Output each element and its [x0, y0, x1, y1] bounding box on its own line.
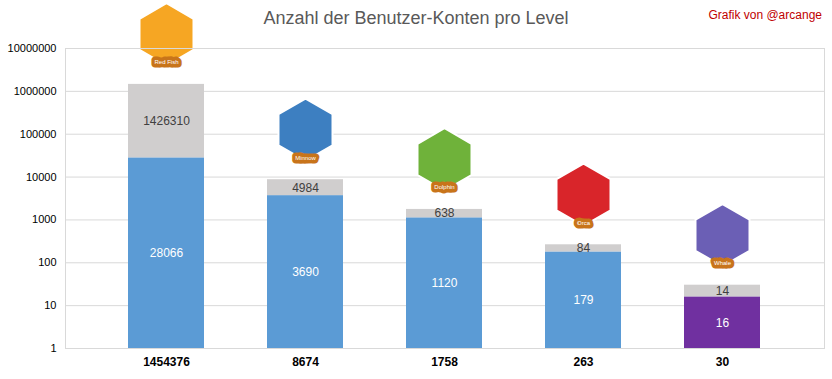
svg-text:4984: 4984: [292, 181, 319, 195]
svg-text:3690: 3690: [292, 265, 319, 279]
svg-text:638: 638: [434, 206, 454, 220]
svg-text:Minnow: Minnow: [295, 155, 316, 161]
svg-text:84: 84: [577, 241, 591, 255]
svg-text:1120: 1120: [432, 276, 458, 290]
svg-text:Red Fish: Red Fish: [154, 59, 178, 65]
svg-text:179: 179: [573, 293, 593, 307]
svg-text:1000000: 1000000: [14, 85, 57, 97]
svg-text:1: 1: [50, 342, 56, 354]
svg-text:Orca: Orca: [577, 220, 591, 226]
svg-text:Dolphin: Dolphin: [434, 184, 454, 190]
svg-text:28066: 28066: [150, 246, 184, 260]
html-text:Anzahl der Benutzer-Konten pro: Anzahl der Benutzer-Konten pro Level: [263, 8, 569, 28]
html-text:Grafik von @arcange: Grafik von @arcange: [708, 8, 822, 22]
svg-text:10: 10: [44, 299, 56, 311]
svg-text:1426310: 1426310: [143, 114, 190, 128]
svg-text:16: 16: [716, 316, 730, 330]
svg-text:10000: 10000: [26, 171, 57, 183]
svg-text:1758: 1758: [431, 355, 458, 369]
svg-text:1000: 1000: [32, 213, 56, 225]
svg-text:100: 100: [38, 256, 56, 268]
svg-text:Whale: Whale: [714, 260, 732, 266]
svg-text:1454376: 1454376: [143, 355, 190, 369]
svg-text:10000000: 10000000: [8, 42, 57, 54]
svg-text:14: 14: [716, 284, 730, 298]
svg-text:100000: 100000: [20, 128, 57, 140]
svg-text:30: 30: [716, 355, 730, 369]
svg-text:263: 263: [573, 355, 593, 369]
svg-text:8674: 8674: [292, 355, 319, 369]
